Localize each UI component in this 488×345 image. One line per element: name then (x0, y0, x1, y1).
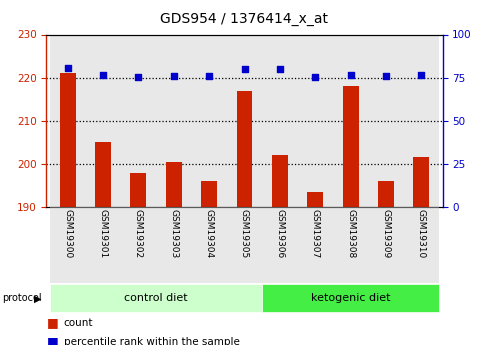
Bar (271, 155, 287, 207)
Bar (156, 34, 191, 207)
Bar (342, 86, 358, 207)
Bar (226, 207, 262, 283)
Bar (50, 284, 262, 313)
Bar (403, 34, 438, 207)
Bar (306, 192, 323, 207)
Bar (332, 207, 367, 283)
Point (346, 72, 354, 78)
Point (417, 72, 425, 78)
Text: GSM19303: GSM19303 (169, 208, 178, 258)
Point (311, 74, 319, 80)
Bar (412, 157, 428, 207)
Bar (50, 207, 85, 283)
Bar (367, 207, 403, 283)
Text: GSM19301: GSM19301 (99, 208, 107, 258)
Bar (85, 207, 121, 283)
Text: GSM19306: GSM19306 (275, 208, 284, 258)
Bar (377, 181, 393, 207)
Bar (262, 284, 438, 313)
Bar (156, 207, 191, 283)
Point (169, 73, 177, 79)
Point (275, 66, 283, 72)
Text: GSM19300: GSM19300 (63, 208, 72, 258)
Text: ketogenic diet: ketogenic diet (310, 293, 389, 303)
Point (134, 74, 142, 80)
Text: GDS954 / 1376414_x_at: GDS954 / 1376414_x_at (160, 12, 328, 26)
Point (381, 73, 389, 79)
Bar (130, 172, 146, 207)
Text: ▶: ▶ (34, 294, 41, 303)
Bar (332, 34, 367, 207)
Bar (403, 207, 438, 283)
Text: GSM19310: GSM19310 (416, 208, 425, 258)
Bar (236, 90, 252, 207)
Bar (262, 34, 297, 207)
Bar (262, 207, 297, 283)
Text: GSM19304: GSM19304 (204, 208, 213, 258)
Bar (50, 34, 85, 207)
Bar (201, 181, 217, 207)
Bar (60, 73, 76, 207)
Point (240, 66, 248, 72)
Bar (121, 207, 156, 283)
Bar (85, 34, 121, 207)
Text: protocol: protocol (2, 294, 42, 303)
Bar (165, 162, 182, 207)
Text: GSM19309: GSM19309 (381, 208, 389, 258)
Point (99, 72, 107, 78)
Text: control diet: control diet (124, 293, 187, 303)
Text: ■: ■ (46, 316, 58, 329)
Text: GSM19302: GSM19302 (134, 208, 142, 258)
Bar (95, 142, 111, 207)
Bar (121, 34, 156, 207)
Bar (297, 207, 332, 283)
Text: count: count (63, 318, 93, 327)
Text: GSM19308: GSM19308 (346, 208, 354, 258)
Bar (226, 34, 262, 207)
Bar (191, 34, 226, 207)
Bar (297, 34, 332, 207)
Point (205, 73, 213, 79)
Text: GSM19305: GSM19305 (240, 208, 248, 258)
Text: percentile rank within the sample: percentile rank within the sample (63, 337, 239, 345)
Point (63, 66, 71, 71)
Bar (191, 207, 226, 283)
Bar (367, 34, 403, 207)
Text: GSM19307: GSM19307 (310, 208, 319, 258)
Text: ■: ■ (46, 335, 58, 345)
